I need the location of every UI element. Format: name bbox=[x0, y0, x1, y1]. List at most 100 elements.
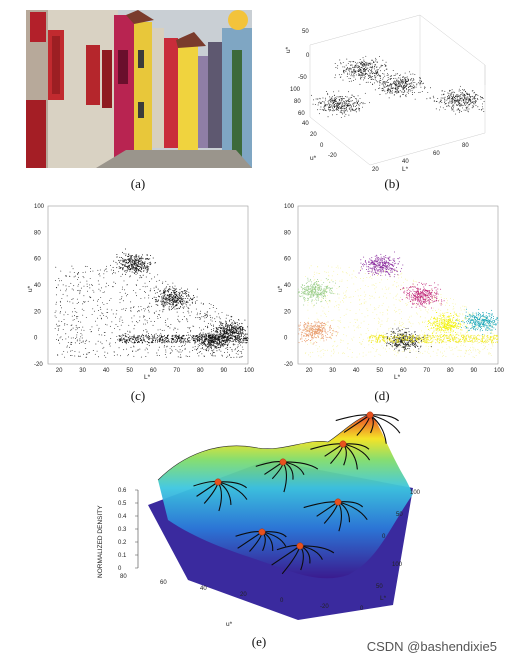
point bbox=[326, 288, 327, 290]
point bbox=[384, 348, 386, 350]
point bbox=[362, 277, 364, 279]
point bbox=[87, 290, 89, 292]
cloud-point-1 bbox=[389, 90, 391, 92]
cloud-point-1 bbox=[382, 81, 384, 83]
point bbox=[343, 297, 344, 299]
cloud-point-0 bbox=[371, 66, 373, 68]
point bbox=[152, 337, 154, 339]
point bbox=[242, 336, 244, 338]
point bbox=[378, 305, 380, 307]
point bbox=[492, 341, 494, 343]
cloud-point-3 bbox=[351, 100, 353, 102]
point bbox=[123, 349, 125, 351]
point bbox=[396, 352, 398, 354]
cloud-point-2 bbox=[453, 93, 455, 95]
cluster-point-0 bbox=[143, 266, 145, 268]
point bbox=[110, 298, 112, 300]
cloud-point-3 bbox=[351, 94, 353, 96]
cluster-point-3 bbox=[207, 333, 209, 335]
point bbox=[137, 338, 139, 340]
point bbox=[365, 294, 367, 296]
cloud-point-2 bbox=[463, 97, 465, 98]
cluster-point-2 bbox=[229, 323, 231, 325]
cloud-point-3 bbox=[362, 106, 363, 108]
point bbox=[229, 337, 231, 339]
cluster-point-0 bbox=[118, 262, 120, 264]
cloud-point-1 bbox=[384, 90, 386, 92]
point bbox=[135, 284, 137, 286]
cluster-point-2 bbox=[218, 325, 220, 327]
point bbox=[240, 338, 242, 340]
cluster-point-1 bbox=[182, 296, 184, 298]
cloud-point-0 bbox=[351, 61, 353, 63]
point bbox=[91, 314, 93, 315]
cloud-point-0 bbox=[362, 64, 364, 66]
point bbox=[161, 283, 163, 285]
point bbox=[374, 309, 376, 311]
cluster-point-3 bbox=[204, 344, 206, 346]
cluster-point-2 bbox=[235, 338, 237, 340]
cloud-point-0 bbox=[358, 69, 360, 71]
cluster-point-2 bbox=[237, 333, 239, 335]
cluster-point-0 bbox=[146, 254, 148, 256]
cloud-point-2 bbox=[455, 95, 457, 97]
point bbox=[130, 346, 132, 348]
cluster-point-3 bbox=[205, 350, 207, 352]
point bbox=[406, 296, 408, 298]
cloud-point-1 bbox=[419, 78, 421, 79]
point bbox=[209, 342, 211, 344]
cloud-point-1 bbox=[410, 73, 412, 75]
cloud-point-1 bbox=[396, 90, 397, 92]
cloud-point-2 bbox=[459, 89, 461, 91]
point bbox=[206, 315, 208, 317]
point bbox=[370, 276, 371, 277]
point bbox=[359, 298, 361, 300]
point bbox=[332, 345, 333, 347]
point bbox=[158, 339, 160, 341]
point bbox=[74, 351, 76, 353]
cloud-point-1 bbox=[402, 79, 404, 81]
cloud-point-0 bbox=[342, 70, 344, 72]
point bbox=[409, 350, 411, 352]
point bbox=[134, 339, 136, 341]
cloud-point-1 bbox=[410, 83, 412, 85]
point bbox=[127, 330, 129, 332]
point bbox=[477, 349, 479, 351]
point bbox=[165, 356, 167, 358]
point bbox=[104, 335, 106, 337]
b-xtick-1: 40 bbox=[402, 159, 409, 165]
cloud-point-2 bbox=[461, 100, 463, 102]
cloud-point-2 bbox=[456, 96, 458, 98]
cloud-point-1 bbox=[390, 90, 392, 92]
cluster-point-0 bbox=[125, 273, 127, 275]
point bbox=[469, 323, 471, 325]
cloud-point-1 bbox=[387, 90, 389, 92]
point bbox=[317, 282, 319, 284]
point bbox=[199, 319, 201, 320]
cluster-point-0 bbox=[127, 255, 129, 257]
cloud-point-3 bbox=[322, 101, 324, 102]
point bbox=[327, 271, 329, 273]
cloud-point-0 bbox=[364, 76, 366, 78]
point bbox=[154, 339, 156, 341]
point bbox=[129, 335, 131, 337]
point bbox=[313, 271, 315, 273]
cloud-point-0 bbox=[376, 70, 378, 72]
point bbox=[216, 308, 218, 309]
point bbox=[221, 336, 223, 338]
point bbox=[182, 292, 183, 294]
point bbox=[171, 346, 173, 348]
point bbox=[99, 269, 101, 271]
cluster-point-3 bbox=[214, 334, 216, 336]
point bbox=[146, 344, 148, 345]
point bbox=[233, 356, 235, 358]
point bbox=[387, 310, 388, 311]
cloud-point-3 bbox=[334, 100, 336, 102]
cloud-point-2 bbox=[444, 98, 445, 100]
point bbox=[174, 285, 176, 287]
point bbox=[231, 335, 233, 337]
point bbox=[227, 355, 229, 357]
cluster-point-1 bbox=[160, 293, 162, 295]
point bbox=[396, 282, 398, 284]
cluster-point-1 bbox=[164, 304, 166, 306]
